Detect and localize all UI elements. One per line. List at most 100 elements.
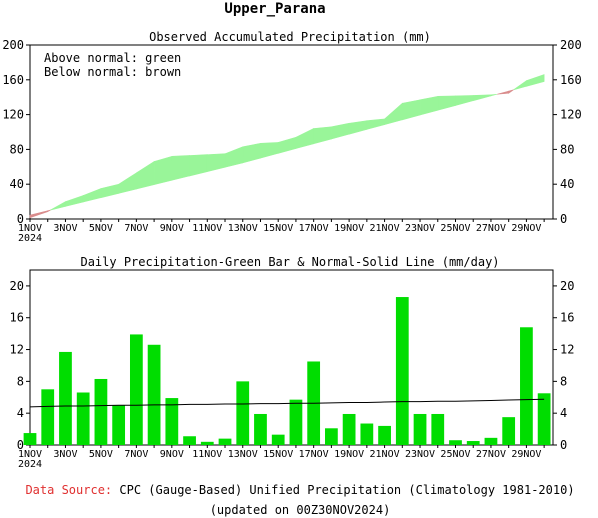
daily-xtick-label: 9NOV [160,449,184,460]
above-normal-band [513,80,527,91]
daily-ytick-label-right: 8 [560,374,567,388]
accum-xtick-label: 13NOV [228,223,258,234]
daily-precip-bar [360,423,374,445]
above-normal-band [366,118,385,130]
above-normal-band [189,154,208,177]
accum-xtick-label: 27NOV [476,223,506,234]
above-normal-band [455,95,474,106]
below-normal-band [29,210,49,219]
accumulated-chart-title: Observed Accumulated Precipitation (mm) [149,30,431,44]
above-normal-band [526,74,545,87]
daily-ytick-label-right: 0 [560,438,567,452]
accum-xtick-label: 21NOV [370,223,400,234]
accum-ytick-label-left: 40 [10,177,24,191]
daily-precip-bar [147,344,161,445]
above-normal-band [136,161,155,190]
daily-precip-bar [59,351,72,445]
daily-ytick-label-left: 0 [17,438,24,452]
daily-precip-bar [218,438,232,445]
accum-ytick-label-right: 160 [560,73,582,87]
accum-ytick-label-right: 0 [560,212,567,226]
above-normal-band [402,99,421,121]
daily-precip-bar [537,393,551,445]
above-normal-band [65,195,84,207]
accum-ytick-label-right: 80 [560,142,574,156]
daily-ytick-label-right: 12 [560,343,574,357]
daily-xtick-label: 15NOV [263,449,293,460]
above-normal-band [100,183,119,199]
daily-ytick-label-left: 20 [10,279,24,293]
above-normal-band [260,142,279,159]
data-source-label: Data Source: [25,483,112,497]
above-normal-band [242,142,261,164]
daily-ytick-label-right: 16 [560,311,574,325]
daily-precip-bar [23,433,37,445]
accum-xtick-label: 7NOV [124,223,148,234]
above-normal-band [50,201,66,211]
daily-precip-bar [94,378,108,445]
above-normal-band [171,155,190,181]
page-title: Upper_Parana [224,1,325,17]
accum-ytick-label-left: 0 [17,212,24,226]
above-normal-band [419,95,439,116]
accum-xtick-label: 17NOV [299,223,329,234]
daily-precip-bar [395,297,409,445]
daily-precip-bar [165,398,179,445]
daily-precip-bar [183,436,196,445]
daily-ytick-label-left: 12 [10,343,24,357]
daily-precip-bar [112,405,126,445]
daily-precip-bar [378,425,391,445]
above-normal-band [206,153,226,172]
daily-precip-bar [271,434,285,445]
accum-xtick-label: 19NOV [334,223,364,234]
accum-xtick-label: 29NOV [511,223,541,234]
accum-xtick-label: 5NOV [89,223,113,234]
daily-xtick-label: 3NOV [53,449,77,460]
accum-ytick-label-left: 160 [2,73,24,87]
daily-ytick-label-left: 4 [17,406,24,420]
daily-precip-bar [41,389,55,445]
daily-xtick-label: 13NOV [228,449,258,460]
above-normal-band [277,136,297,154]
daily-xtick-label: 29NOV [511,449,541,460]
accum-ytick-label-left: 120 [2,108,24,122]
above-normal-band [118,172,137,194]
accum-xtick-label: 25NOV [440,223,470,234]
above-normal-band [313,126,332,145]
daily-ytick-label-left: 8 [17,374,24,388]
accum-plot-frame [29,44,554,220]
above-normal-band [472,94,492,102]
daily-precip-bar [413,413,427,445]
accumulated-precipitation-chart: Observed Accumulated Precipitation (mm) … [2,30,581,244]
accum-ytick-label-right: 200 [560,38,582,52]
above-normal-band [348,120,368,135]
daily-ytick-label-right: 20 [560,279,574,293]
above-normal-band [224,146,244,168]
normal-precip-line [29,398,545,408]
daily-precip-bar [200,441,214,445]
daily-precip-bar [254,413,267,445]
data-source-text: CPC (Gauge-Based) Unified Precipitation … [119,483,574,497]
daily-precip-bar [129,334,143,445]
above-normal-band [295,128,314,149]
below-normal-band [496,90,509,95]
daily-precip-bar [236,381,250,445]
data-source-line: Data Source: CPC (Gauge-Based) Unified P… [25,483,574,497]
above-normal-band [153,155,173,186]
accum-xtick-label: 1NOV [18,223,42,234]
accum-xtick-label: 11NOV [192,223,222,234]
daily-chart-title: Daily Precipitation-Green Bar & Normal-S… [80,255,499,269]
daily-precip-bar [431,413,445,445]
daily-xtick-label: 21NOV [370,449,400,460]
daily-xtick-label: 17NOV [299,449,329,460]
accum-xtick-label: 9NOV [160,223,184,234]
accum-xtick-label: 3NOV [53,223,77,234]
daily-precipitation-chart: Daily Precipitation-Green Bar & Normal-S… [10,255,575,470]
daily-xtick-label: 1NOV [18,449,42,460]
daily-xtick-label: 5NOV [89,449,113,460]
daily-precip-bar [325,428,338,445]
daily-ytick-label-left: 16 [10,311,24,325]
above-normal-band [82,188,102,203]
daily-xtick-label: 25NOV [440,449,470,460]
